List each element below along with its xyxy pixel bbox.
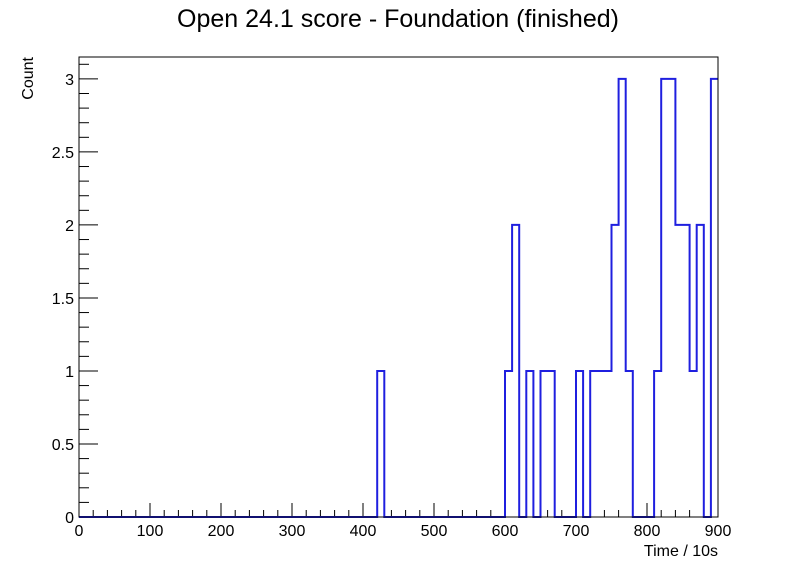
x-tick-label: 0 — [75, 523, 84, 540]
y-tick-label: 2 — [65, 218, 74, 235]
y-tick-label: 1.5 — [52, 291, 74, 308]
x-tick-label: 600 — [492, 523, 519, 540]
x-axis-label: Time / 10s — [644, 543, 718, 560]
y-tick-label: 3 — [65, 72, 74, 89]
plot-frame — [78, 56, 719, 518]
axis-ticks — [78, 63, 719, 518]
y-tick-label: 2.5 — [52, 145, 74, 162]
y-tick-label: 0.5 — [52, 437, 74, 454]
x-tick-label: 100 — [137, 523, 164, 540]
x-tick-label: 700 — [563, 523, 590, 540]
y-axis-label: Count — [20, 56, 37, 99]
y-tick-label: 1 — [65, 364, 74, 381]
x-tick-label: 800 — [634, 523, 661, 540]
chart-title: Open 24.1 score - Foundation (finished) — [177, 5, 619, 33]
x-tick-label: 200 — [208, 523, 235, 540]
x-tick-label: 500 — [421, 523, 448, 540]
y-tick-label: 0 — [65, 510, 74, 527]
x-tick-label: 900 — [705, 523, 732, 540]
histogram-series-line — [79, 77, 718, 518]
x-tick-label: 400 — [350, 523, 377, 540]
tick-labels: 0 100 200 300 400 500 600 700 800 900 0 0.5 1 1.5 2 2.5… — [52, 72, 732, 540]
x-tick-label: 300 — [279, 523, 306, 540]
